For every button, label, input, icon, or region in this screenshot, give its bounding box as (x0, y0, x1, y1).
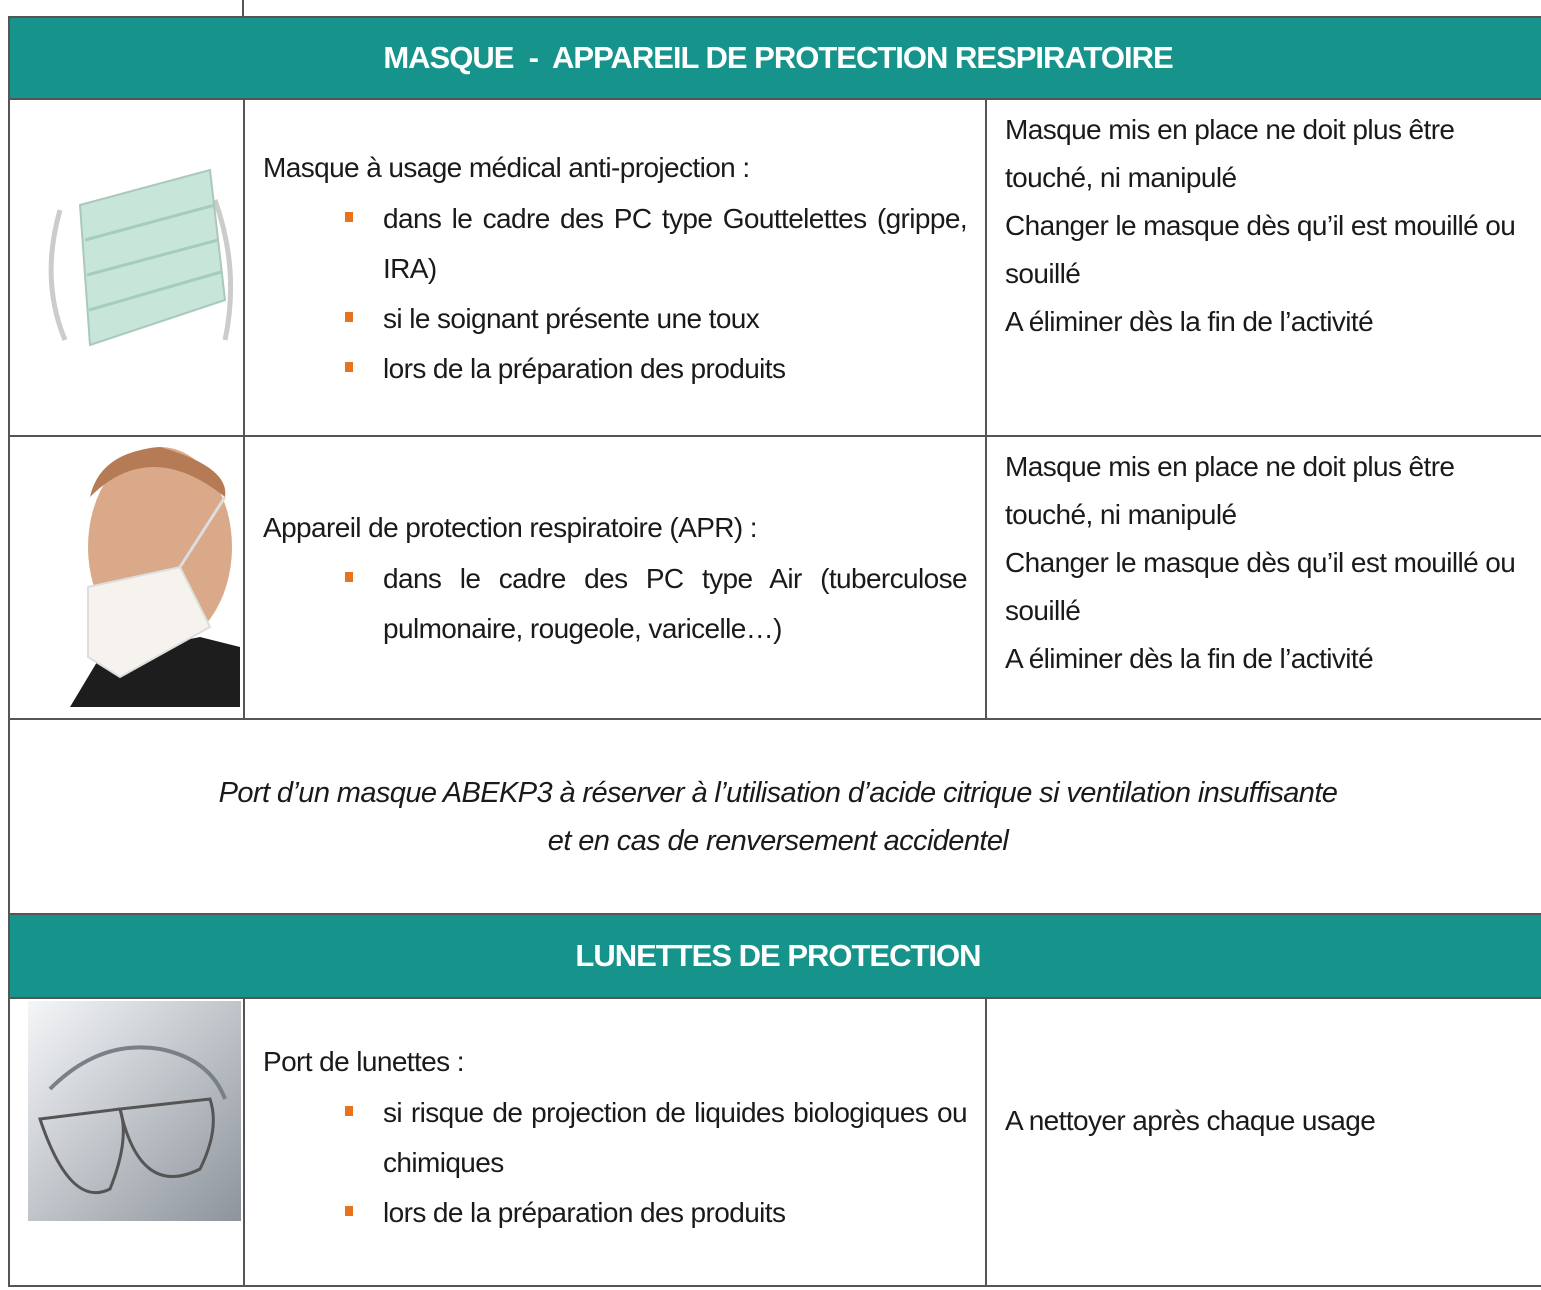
intro: Appareil de protection respiratoire (APR… (263, 511, 758, 543)
section-header: MASQUE - APPAREIL DE PROTECTION RESPIRAT… (8, 16, 1541, 100)
notes-cell: Masque mis en place ne doit plus être to… (985, 435, 1541, 720)
surgical-mask-image (48, 168, 234, 347)
note-text: et en cas de renversement accidentel (547, 824, 1009, 857)
image-cell (8, 435, 245, 720)
bullet: si risque de projection de liquides biol… (345, 1088, 968, 1188)
bullet: lors de la préparation des produits (345, 1188, 967, 1238)
notes-cell: A nettoyer après chaque usage (985, 997, 1541, 1287)
note-line: A nettoyer après chaque usage (1005, 1105, 1376, 1136)
note-text: Port d’un masque ABEKP3 à réserver à l’u… (218, 776, 1338, 809)
note-line: Changer le masque dès qu’il est mouillé … (1005, 210, 1516, 289)
image-cell (8, 98, 245, 437)
note-row: Port d’un masque ABEKP3 à réserver à l’u… (8, 718, 1541, 915)
bullet-list: si risque de projection de liquides biol… (263, 1088, 968, 1238)
note-line: Masque mis en place ne doit plus être to… (1005, 114, 1455, 193)
image-cell (8, 997, 245, 1287)
note-line: Changer le masque dès qu’il est mouillé … (1005, 547, 1516, 626)
bullet: dans le cadre des PC type Air (tuberculo… (345, 554, 968, 654)
intro: Masque à usage médical anti-projection : (263, 151, 750, 183)
description-cell: Appareil de protection respiratoire (APR… (243, 435, 987, 720)
bullet: lors de la préparation des produits (345, 344, 967, 394)
respirator-image (68, 445, 240, 707)
bullet-list: dans le cadre des PC type Gouttelettes (… (263, 194, 968, 394)
description-cell: Port de lunettes : si risque de projecti… (243, 997, 987, 1287)
stub-line (242, 0, 244, 18)
goggles-image (28, 1001, 241, 1221)
description-cell: Masque à usage médical anti-projection :… (243, 98, 987, 437)
bullet: si le soignant présente une toux (345, 294, 967, 344)
notes-cell: Masque mis en place ne doit plus être to… (985, 98, 1541, 437)
note-line: A éliminer dès la fin de l’activité (1005, 306, 1374, 337)
note-line: A éliminer dès la fin de l’activité (1005, 643, 1374, 674)
section-header: LUNETTES DE PROTECTION (8, 913, 1541, 999)
bullet-list: dans le cadre des PC type Air (tuberculo… (263, 554, 968, 654)
note-line: Masque mis en place ne doit plus être to… (1005, 451, 1455, 530)
intro: Port de lunettes : (263, 1046, 464, 1077)
bullet: dans le cadre des PC type Gouttelettes (… (345, 194, 968, 294)
